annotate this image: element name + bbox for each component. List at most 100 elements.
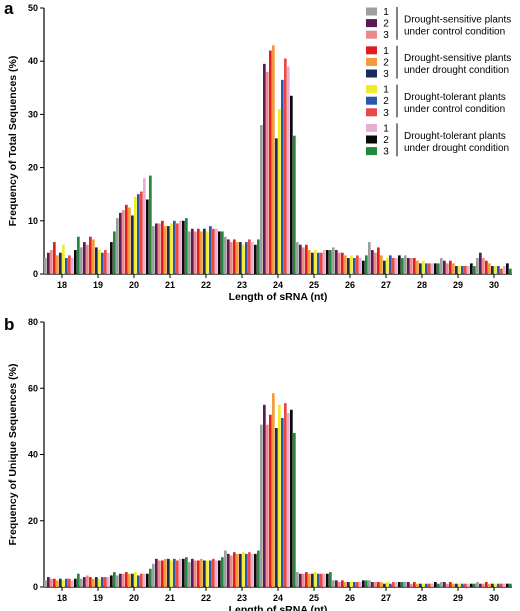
bar-20-series-8 [137, 575, 140, 587]
y-axis-title: Frequency of Unique Sequences (%) [7, 363, 19, 545]
bar-25-series-10 [323, 250, 326, 274]
bar-25-series-2 [299, 244, 302, 274]
x-tick-label: 21 [165, 280, 175, 290]
bar-21-series-3 [158, 223, 161, 274]
bar-26-series-2 [335, 580, 338, 588]
x-tick-label: 23 [237, 280, 247, 290]
bar-21-series-12 [185, 218, 188, 274]
bar-26-series-2 [335, 250, 338, 274]
bar-26-series-10 [359, 582, 362, 587]
bar-28-series-3 [410, 583, 413, 587]
bar-20-series-5 [128, 573, 131, 587]
bar-23-series-9 [248, 239, 251, 274]
x-tick-label: 18 [57, 593, 67, 603]
bar-21-series-3 [158, 560, 161, 587]
bar-20-series-3 [122, 573, 125, 587]
bar-24-series-5 [272, 45, 275, 274]
x-tick-label: 19 [93, 593, 103, 603]
bar-25-series-6 [311, 252, 314, 274]
bar-30-series-5 [488, 583, 491, 587]
bar-24-series-8 [281, 79, 284, 274]
bar-28-series-11 [434, 582, 437, 587]
bar-20-series-2 [119, 573, 122, 587]
bar-23-series-1 [224, 550, 227, 587]
bar-27-series-6 [383, 260, 386, 274]
bar-30-series-8 [497, 583, 500, 587]
bar-25-series-5 [308, 250, 311, 274]
bar-29-series-7 [458, 266, 461, 274]
bar-29-series-8 [461, 583, 464, 587]
bar-18-series-6 [59, 578, 62, 587]
bar-18-series-12 [77, 573, 80, 587]
bar-27-series-12 [401, 258, 404, 274]
bar-22-series-4 [197, 228, 200, 274]
bar-22-series-3 [194, 560, 197, 587]
legend-swatch [366, 69, 377, 78]
bar-21-series-8 [173, 220, 176, 274]
legend-group-label: under control condition [404, 26, 505, 37]
bar-30-series-1 [476, 582, 479, 587]
bar-21-series-10 [179, 220, 182, 274]
bar-20-series-7 [134, 196, 137, 274]
bar-24-series-4 [269, 50, 272, 275]
legend-series-number: 1 [383, 7, 389, 18]
bar-26-series-12 [365, 255, 368, 274]
bar-18-series-2 [47, 577, 50, 587]
bar-21-series-7 [170, 223, 173, 274]
bar-29-series-11 [470, 583, 473, 587]
bar-22-series-4 [197, 560, 200, 587]
bar-20-series-9 [140, 191, 143, 274]
bar-28-series-9 [428, 583, 431, 587]
x-tick-label: 29 [453, 280, 463, 290]
x-tick-label: 26 [345, 593, 355, 603]
bar-30-series-5 [488, 263, 491, 274]
bar-29-series-1 [440, 258, 443, 274]
bar-29-series-5 [452, 263, 455, 274]
bar-30-series-2 [479, 252, 482, 274]
legend-group-label: under drought condition [404, 65, 509, 76]
legend-swatch [366, 30, 377, 39]
bar-27-series-4 [377, 247, 380, 274]
bar-18-series-2 [47, 252, 50, 274]
bar-25-series-1 [296, 572, 299, 587]
bar-30-series-10 [503, 583, 506, 587]
bar-29-series-1 [440, 582, 443, 587]
bar-26-series-4 [341, 252, 344, 274]
bar-28-series-11 [434, 263, 437, 274]
bar-30-series-12 [509, 583, 512, 587]
x-tick-label: 20 [129, 280, 139, 290]
bar-19-series-2 [83, 577, 86, 587]
bar-23-series-6 [239, 553, 242, 588]
bar-25-series-11 [326, 250, 329, 274]
bar-22-series-6 [203, 560, 206, 587]
bar-27-series-2 [371, 582, 374, 587]
bar-23-series-4 [233, 552, 236, 587]
bar-27-series-9 [392, 258, 395, 274]
bar-28-series-1 [404, 582, 407, 587]
bar-29-series-9 [464, 266, 467, 274]
bar-27-series-7 [386, 258, 389, 274]
bar-24-series-11 [290, 95, 293, 274]
bar-21-series-9 [176, 223, 179, 274]
legend-series-number: 1 [383, 46, 389, 57]
bar-27-series-7 [386, 582, 389, 587]
x-tick-label: 18 [57, 280, 67, 290]
bar-23-series-4 [233, 239, 236, 274]
bar-30-series-6 [491, 583, 494, 587]
y-tick-label: 20 [28, 163, 38, 173]
bar-18-series-4 [53, 242, 56, 274]
bar-26-series-4 [341, 580, 344, 588]
bar-28-series-12 [437, 583, 440, 587]
bar-22-series-11 [218, 560, 221, 587]
y-tick-label: 0 [33, 582, 38, 592]
bar-20-series-6 [131, 215, 134, 274]
bar-27-series-5 [380, 582, 383, 587]
bar-22-series-3 [194, 231, 197, 274]
bar-20-series-11 [146, 199, 149, 274]
bar-19-series-12 [113, 572, 116, 587]
bar-22-series-10 [215, 560, 218, 587]
bar-28-series-8 [425, 583, 428, 587]
bar-25-series-11 [326, 573, 329, 587]
